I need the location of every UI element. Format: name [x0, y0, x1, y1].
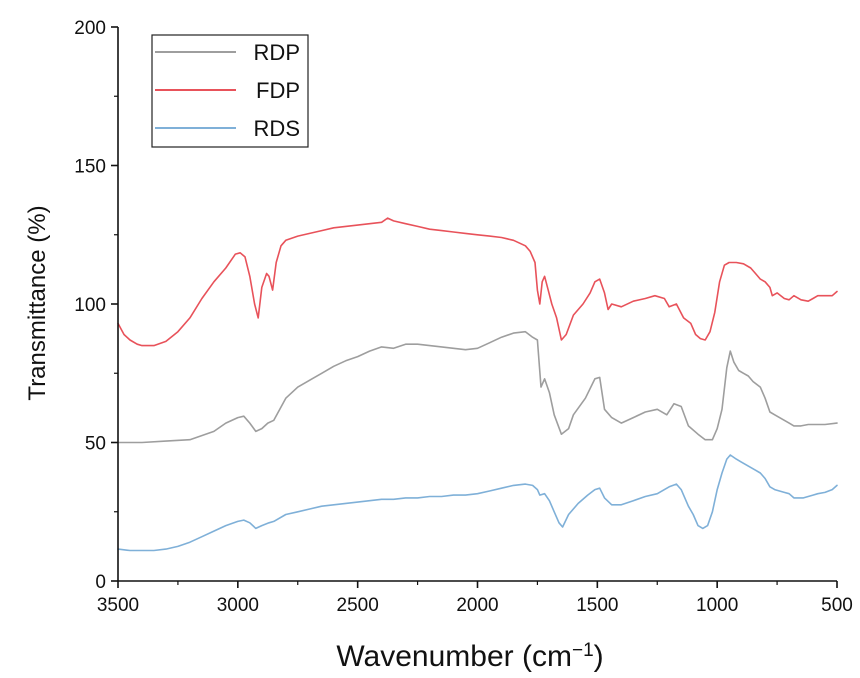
- x-tick-label: 1000: [696, 595, 738, 616]
- y-tick-label: 150: [74, 157, 106, 178]
- x-tick-label: 500: [821, 595, 853, 616]
- y-axis-title: Transmittance (%): [24, 205, 51, 400]
- legend-label-fdp: FDP: [256, 78, 300, 103]
- y-tick-label: 100: [74, 295, 106, 316]
- x-tick-label: 1500: [576, 595, 618, 616]
- legend-label-rdp: RDP: [254, 40, 300, 65]
- y-tick-label: 50: [85, 434, 106, 455]
- x-tick-label: 3500: [97, 595, 139, 616]
- x-axis-title-superscript: −1: [572, 640, 594, 661]
- x-tick-label: 2500: [337, 595, 379, 616]
- legend-box: [151, 34, 309, 148]
- series-line-rds: [117, 454, 838, 552]
- series-line-fdp: [117, 217, 838, 347]
- x-axis-title-main: Wavenumber (cm: [336, 640, 572, 673]
- x-tick-label: 3000: [217, 595, 259, 616]
- axes: 0 50 100 150 200 3500 3000 2500 2000 1500 1000 500: [74, 18, 853, 616]
- series-line-rdp: [117, 330, 838, 444]
- plot-area: [117, 217, 838, 552]
- x-axis-title: Wavenumber (cm−1): [336, 640, 603, 674]
- x-axis-title-close: ): [594, 640, 604, 673]
- legend: RDP FDP RDS: [151, 34, 309, 148]
- y-tick-label: 0: [95, 572, 106, 593]
- legend-label-rds: RDS: [254, 116, 300, 141]
- x-tick-label: 2000: [456, 595, 498, 616]
- y-tick-label: 200: [74, 18, 106, 39]
